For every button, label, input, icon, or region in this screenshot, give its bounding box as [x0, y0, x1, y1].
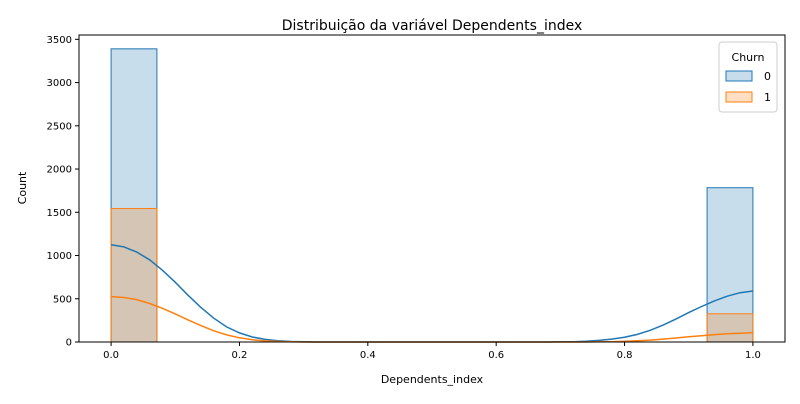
- kde-line-churn-1: [111, 295, 753, 343]
- chart-title: Distribuição da variável Dependents_inde…: [282, 18, 583, 34]
- x-tick-label: 1.0: [745, 350, 761, 361]
- bar-churn-1-bin-0: [110, 208, 158, 343]
- y-tick-label: 500: [53, 294, 72, 305]
- y-tick-label: 3000: [47, 78, 72, 89]
- y-tick-label: 2500: [47, 121, 72, 132]
- y-axis-ticks: 0 500 1000 1500 2000 2500 3000 3500: [47, 35, 79, 349]
- plot-frame: [78, 34, 786, 343]
- bar-churn-0-bin-1: [706, 187, 754, 343]
- y-tick-label: 0: [66, 338, 72, 349]
- x-tick-label: 0.2: [232, 350, 248, 361]
- y-tick-label: 3500: [47, 35, 72, 46]
- x-axis-label: Dependents_index: [381, 373, 484, 386]
- legend-title: Churn: [732, 51, 765, 64]
- legend-label-churn-0: 0: [764, 70, 771, 83]
- legend-swatch-churn-1: [725, 91, 753, 103]
- legend-items: 01: [725, 70, 771, 104]
- y-tick-label: 1000: [47, 251, 72, 262]
- x-tick-label: 0.4: [360, 350, 376, 361]
- x-axis-ticks: 0.0 0.2 0.4 0.6 0.8 1.0: [103, 342, 761, 361]
- y-tick-label: 1500: [47, 208, 72, 219]
- kde-layer: [110, 243, 753, 343]
- x-tick-label: 0.0: [103, 350, 119, 361]
- legend-box: [718, 41, 778, 113]
- legend-swatch-churn-0: [725, 70, 753, 82]
- bars-layer: [110, 48, 754, 343]
- bar-churn-0-bin-0: [110, 48, 158, 343]
- y-axis-label: Count: [16, 171, 29, 204]
- x-tick-label: 0.8: [617, 350, 633, 361]
- legend: Churn 01: [718, 41, 778, 113]
- legend-label-churn-1: 1: [764, 91, 771, 104]
- y-tick-label: 2000: [47, 165, 72, 176]
- x-tick-label: 0.6: [488, 350, 504, 361]
- bar-churn-1-bin-1: [706, 313, 754, 343]
